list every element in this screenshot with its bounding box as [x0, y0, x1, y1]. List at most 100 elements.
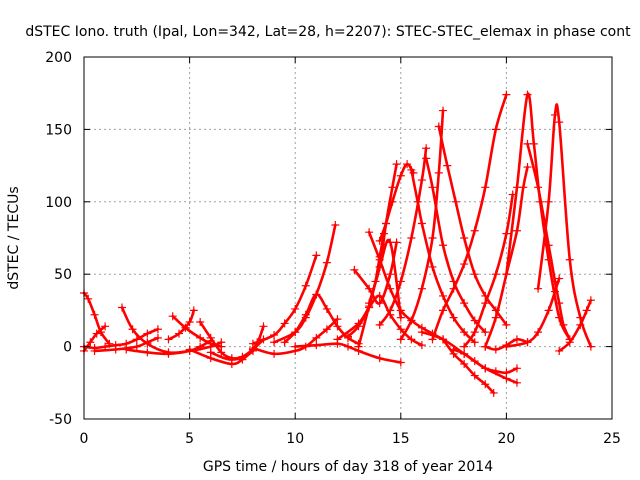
- data-point-marker: [86, 338, 95, 347]
- data-point-marker: [417, 219, 426, 228]
- series-line: [399, 109, 445, 341]
- series-arc-5: [90, 333, 162, 355]
- data-point-marker: [586, 296, 595, 305]
- data-point-marker: [460, 342, 469, 351]
- data-point-marker: [481, 299, 490, 308]
- data-point-marker: [512, 226, 521, 235]
- data-point-marker: [301, 310, 310, 319]
- data-point-marker: [132, 342, 141, 351]
- data-point-marker: [122, 345, 131, 354]
- data-point-marker: [523, 139, 532, 148]
- data-point-marker: [227, 355, 236, 364]
- data-point-marker: [555, 299, 564, 308]
- data-point-marker: [534, 183, 543, 192]
- data-point-marker: [470, 226, 479, 235]
- data-point-marker: [544, 197, 553, 206]
- data-point-marker: [196, 342, 205, 351]
- data-point-marker: [386, 284, 395, 293]
- data-point-marker: [354, 342, 363, 351]
- data-point-marker: [382, 219, 391, 228]
- data-point-marker: [512, 335, 521, 344]
- series-arc-20: [365, 228, 448, 344]
- x-tick-label: 0: [80, 431, 89, 447]
- data-point-marker: [443, 161, 452, 170]
- data-point-marker: [550, 287, 559, 296]
- data-point-marker: [439, 106, 448, 115]
- series-arc-12: [248, 315, 342, 358]
- data-point-marker: [491, 270, 500, 279]
- data-point-marker: [470, 357, 479, 366]
- data-point-marker: [460, 349, 469, 358]
- data-point-marker: [481, 380, 490, 389]
- data-point-marker: [489, 388, 498, 397]
- y-tick-label: -50: [49, 412, 72, 428]
- data-point-marker: [365, 284, 374, 293]
- data-point-marker: [333, 335, 342, 344]
- data-point-marker: [460, 234, 469, 242]
- y-tick-label: 150: [45, 122, 72, 138]
- series-arc-31: [449, 345, 521, 377]
- data-point-marker: [132, 335, 141, 344]
- data-point-marker: [396, 358, 405, 367]
- data-point-marker: [470, 338, 479, 347]
- data-point-marker: [481, 183, 490, 192]
- data-point-marker: [523, 163, 532, 172]
- data-point-marker: [164, 349, 173, 358]
- series-arc-34: [502, 90, 574, 344]
- data-point-marker: [422, 154, 431, 163]
- data-point-marker: [534, 284, 543, 293]
- data-point-marker: [523, 90, 532, 99]
- data-point-marker: [422, 144, 431, 153]
- data-point-marker: [111, 345, 120, 354]
- data-point-marker: [534, 328, 543, 337]
- data-point-marker: [280, 319, 289, 328]
- data-point-marker: [392, 160, 401, 169]
- data-point-marker: [143, 348, 152, 357]
- data-point-marker: [259, 322, 268, 331]
- data-point-marker: [196, 317, 205, 326]
- data-point-marker: [291, 304, 300, 313]
- data-point-marker: [428, 234, 437, 242]
- data-point-marker: [460, 299, 469, 308]
- series-line: [424, 157, 487, 334]
- data-point-marker: [206, 348, 215, 357]
- data-point-marker: [502, 229, 511, 238]
- data-point-marker: [84, 294, 93, 303]
- data-point-marker: [439, 241, 448, 250]
- data-point-marker: [428, 262, 437, 271]
- data-point-marker: [417, 341, 426, 350]
- data-point-marker: [301, 281, 310, 290]
- y-tick-label: 200: [45, 50, 72, 66]
- data-point-marker: [460, 260, 469, 269]
- data-point-marker: [331, 220, 340, 229]
- data-point-marker: [460, 328, 469, 337]
- data-point-marker: [449, 284, 458, 293]
- x-tick-label: 25: [603, 431, 621, 447]
- data-point-marker: [407, 165, 416, 174]
- data-point-marker: [407, 234, 416, 242]
- data-point-marker: [153, 333, 162, 342]
- data-point-marker: [350, 265, 359, 274]
- data-point-marker: [491, 125, 500, 134]
- series-arc-40: [354, 238, 405, 351]
- data-point-marker: [396, 325, 405, 334]
- series-arc-27: [434, 122, 511, 329]
- data-point-marker: [449, 345, 458, 354]
- series-arc-39: [481, 335, 532, 354]
- data-point-marker: [375, 354, 384, 363]
- plot-frame: [83, 56, 613, 420]
- data-point-marker: [375, 236, 384, 245]
- data-point-marker: [90, 346, 99, 355]
- data-point-marker: [365, 228, 374, 237]
- data-point-marker: [559, 320, 568, 329]
- data-point-marker: [470, 270, 479, 279]
- series-arc-22: [375, 160, 418, 245]
- data-point-marker: [153, 325, 162, 334]
- data-point-marker: [333, 315, 342, 324]
- data-point-marker: [312, 290, 321, 299]
- data-point-marker: [470, 328, 479, 337]
- data-point-marker: [502, 270, 511, 279]
- data-point-marker: [512, 364, 521, 373]
- data-point-marker: [322, 304, 331, 313]
